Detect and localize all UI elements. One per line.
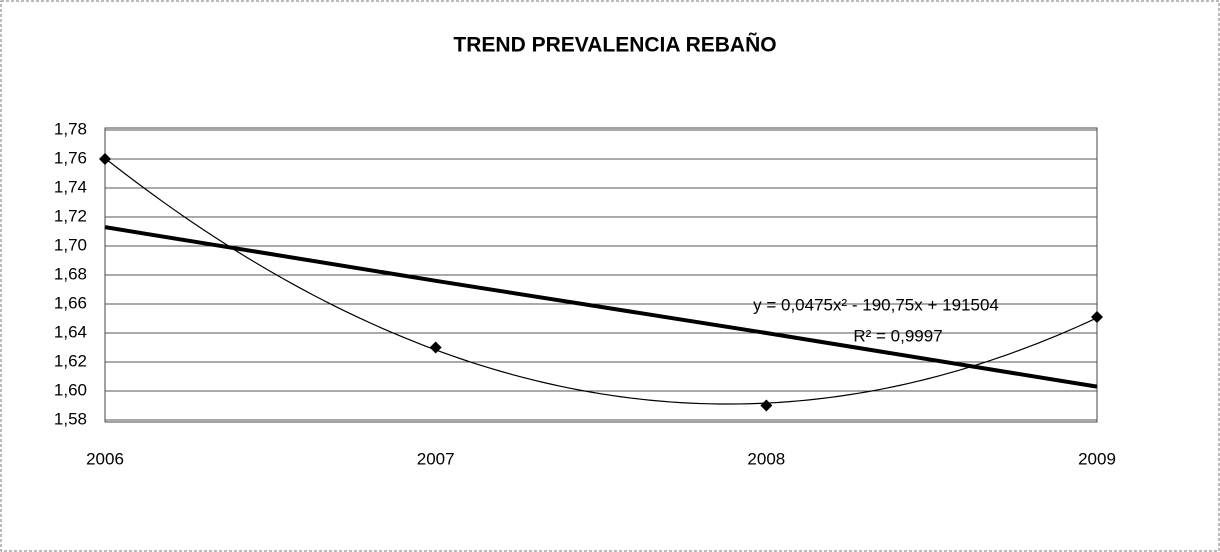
y-tick-label: 1,78	[54, 119, 87, 138]
marker	[760, 399, 773, 412]
y-tick-label: 1,74	[54, 177, 87, 196]
marker	[99, 153, 111, 165]
y-tick-label: 1,60	[54, 380, 87, 399]
x-tick-label: 2006	[86, 449, 124, 468]
trend-r2: R² = 0,9997	[853, 326, 942, 345]
marker	[1091, 311, 1103, 324]
line	[104, 225, 1098, 389]
y-tick-label: 1,76	[54, 148, 87, 167]
y-tick-label: 1,70	[54, 235, 87, 254]
x-tick-label: 2008	[747, 449, 785, 468]
marker	[429, 341, 442, 354]
y-tick-label: 1,68	[54, 264, 87, 283]
y-tick-label: 1,66	[54, 293, 87, 312]
trendline	[104, 157, 1098, 405]
y-tick-label: 1,72	[54, 206, 87, 225]
y-tick-label: 1,58	[54, 409, 87, 428]
x-tick-label: 2009	[1078, 449, 1116, 468]
y-tick-label: 1,62	[54, 351, 87, 370]
x-tick-label: 2007	[417, 449, 455, 468]
trend-equation: y = 0,0475x² - 190,75x + 191504	[753, 295, 999, 314]
chart-title: TREND PREVALENCIA REBAÑO	[453, 34, 776, 57]
y-tick-label: 1,64	[54, 322, 87, 341]
